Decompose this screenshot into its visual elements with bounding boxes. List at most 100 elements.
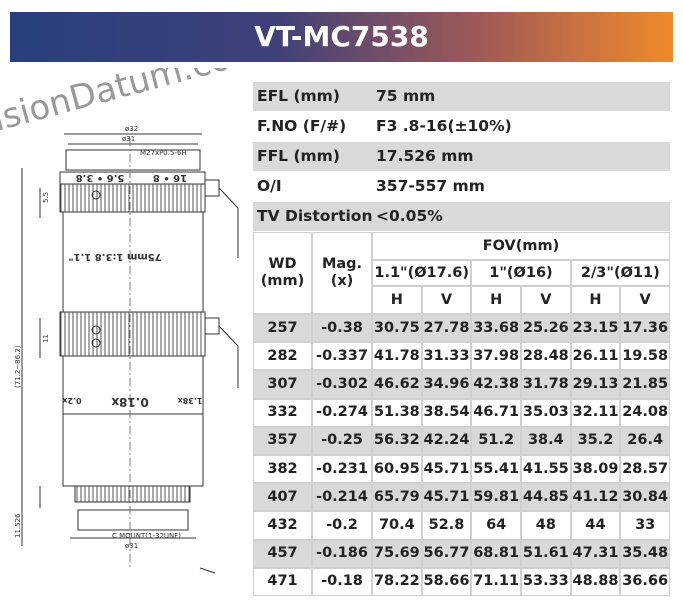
dim-label: M27xP0.5-6H: [140, 149, 187, 157]
dim-label: 5.5: [42, 192, 50, 203]
table-cell: -0.302: [312, 370, 372, 399]
table-cell: 357: [253, 426, 312, 455]
table-cell: 24.08: [620, 398, 670, 427]
spec-value: F3 .8-16(±10%): [376, 117, 512, 135]
table-cell: -0.18: [312, 567, 372, 596]
dim-label: ø31: [125, 542, 138, 550]
table-cell: 51.61: [521, 539, 571, 568]
spec-value: 75 mm: [376, 87, 436, 105]
header-cell: H: [570, 286, 621, 314]
table-cell: 45.71: [421, 483, 472, 512]
table-cell: 68.81: [471, 539, 521, 568]
table-cell: 55.41: [471, 455, 521, 484]
table-cell: 407: [253, 483, 312, 512]
table-cell: 332: [253, 398, 312, 427]
table-cell: 51.38: [372, 398, 422, 427]
table-cell: 60.95: [372, 455, 422, 484]
table-cell: 38.09: [570, 455, 621, 484]
table-cell: 46.71: [471, 398, 521, 427]
header-cell: Mag. (x): [312, 232, 372, 314]
table-cell: 34.96: [421, 370, 472, 399]
table-cell: 432: [253, 511, 312, 540]
table-cell: 35.48: [620, 539, 670, 568]
mag-label: 0.18x: [111, 395, 149, 409]
dim-label: C MOUNT(1-32UNF): [112, 532, 181, 540]
spec-label: TV Distortion: [257, 207, 373, 225]
table-cell: 41.12: [570, 483, 621, 512]
spec-row: [253, 202, 670, 231]
dim-label: ø32: [125, 125, 138, 133]
table-cell: 32.11: [570, 398, 621, 427]
table-cell: 17.36: [620, 314, 670, 343]
table-cell: -0.214: [312, 483, 372, 512]
table-cell: 45.71: [421, 455, 472, 484]
table-cell: 19.58: [620, 342, 670, 371]
table-cell: 56.77: [421, 539, 472, 568]
table-cell: 42.24: [421, 426, 472, 455]
table-cell: 33.68: [471, 314, 521, 343]
header-cell: H: [372, 286, 422, 314]
table-cell: 64: [471, 511, 521, 540]
table-cell: 51.2: [471, 426, 521, 455]
table-cell: 75.69: [372, 539, 422, 568]
header-cell: H: [471, 286, 521, 314]
table-cell: 42.38: [471, 370, 521, 399]
spec-value: 357-557 mm: [376, 177, 485, 195]
spec-value: 17.526 mm: [376, 147, 474, 165]
table-cell: 48.88: [570, 567, 621, 596]
spec-row: [253, 142, 670, 171]
table-cell: 48: [521, 511, 571, 540]
table-cell: 38.54: [421, 398, 472, 427]
table-cell: -0.38: [312, 314, 372, 343]
dim-label: 11.526: [14, 513, 22, 538]
table-cell: 70.4: [372, 511, 422, 540]
lens-marking: 75mm 1:3.8 1.1": [68, 251, 161, 262]
table-cell: -0.2: [312, 511, 372, 540]
table-cell: 53.33: [521, 567, 571, 596]
header-cell: V: [620, 286, 670, 314]
table-cell: 52.8: [421, 511, 472, 540]
table-cell: 29.13: [570, 370, 621, 399]
header-cell: WD (mm): [253, 232, 312, 314]
spec-label: FFL (mm): [257, 147, 340, 165]
table-cell: 457: [253, 539, 312, 568]
spec-value: <0.05%: [376, 207, 443, 225]
table-cell: 65.79: [372, 483, 422, 512]
header-cell: FOV(mm): [372, 232, 670, 260]
table-cell: 471: [253, 567, 312, 596]
header-cell: V: [421, 286, 472, 314]
spec-label: F.NO (F/#): [257, 117, 347, 135]
table-cell: 44: [570, 511, 621, 540]
table-cell: -0.337: [312, 342, 372, 371]
table-cell: 31.33: [421, 342, 472, 371]
dim-label: ø31: [122, 135, 135, 143]
mag-label: 1.38x: [177, 396, 203, 405]
table-cell: 78.22: [372, 567, 422, 596]
table-cell: -0.231: [312, 455, 372, 484]
table-cell: 35.03: [521, 398, 571, 427]
dim-label: 11: [42, 334, 50, 343]
table-cell: 41.55: [521, 455, 571, 484]
table-cell: 56.32: [372, 426, 422, 455]
table-cell: 36.66: [620, 567, 670, 596]
spec-label: EFL (mm): [257, 87, 340, 105]
spec-label: O/I: [257, 177, 282, 195]
table-cell: 47.31: [570, 539, 621, 568]
table-cell: 59.81: [471, 483, 521, 512]
header-cell: 2/3"(Ø11): [570, 260, 670, 286]
table-cell: 37.98: [471, 342, 521, 371]
table-cell: 307: [253, 370, 312, 399]
table-cell: -0.186: [312, 539, 372, 568]
header-cell: 1"(Ø16): [471, 260, 571, 286]
table-cell: 38.4: [521, 426, 571, 455]
table-cell: 44.85: [521, 483, 571, 512]
table-cell: 257: [253, 314, 312, 343]
table-cell: 382: [253, 455, 312, 484]
header-title: VT-MC7538: [10, 12, 673, 62]
table-cell: 28.57: [620, 455, 670, 484]
dim-label: (71.2~86.2): [14, 345, 22, 388]
table-cell: 30.84: [620, 483, 670, 512]
header-cell: 1.1"(Ø17.6): [372, 260, 472, 286]
aperture-label: 5.6 • 3.8: [76, 172, 125, 183]
